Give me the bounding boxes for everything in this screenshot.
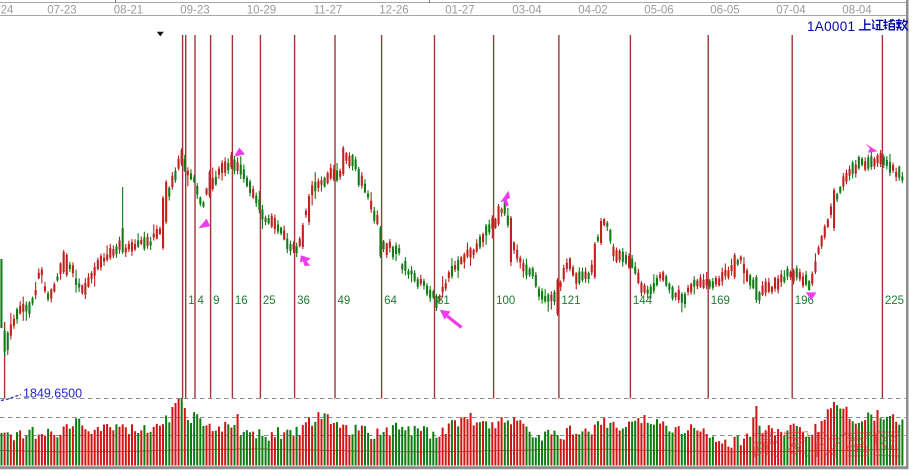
svg-text:11-27: 11-27 [314,5,343,17]
svg-text:144: 144 [633,295,653,307]
svg-text:49: 49 [338,295,351,307]
svg-text:16: 16 [235,295,248,307]
svg-text:1: 1 [188,295,194,307]
svg-text:12-26: 12-26 [379,5,408,17]
svg-text:25: 25 [263,295,276,307]
svg-text:1849.6500: 1849.6500 [23,387,82,401]
svg-text:01-27: 01-27 [445,5,474,17]
svg-text:10-29: 10-29 [247,5,276,17]
svg-text:1A0001: 1A0001 [807,19,855,34]
svg-text:04-02: 04-02 [578,5,607,17]
svg-text:03-04: 03-04 [512,5,542,17]
svg-text:81: 81 [437,295,450,307]
svg-text:196: 196 [795,295,814,307]
svg-text:121: 121 [561,295,580,307]
svg-text:07-04: 07-04 [776,5,806,17]
svg-text:08-21: 08-21 [114,5,143,17]
svg-text:24: 24 [1,5,14,17]
svg-text:9: 9 [213,295,219,307]
svg-text:64: 64 [384,295,397,307]
svg-text:100: 100 [496,295,515,307]
svg-text:08-04: 08-04 [842,5,872,17]
svg-text:4: 4 [198,295,205,307]
svg-text:06-05: 06-05 [710,5,739,17]
svg-text:05-06: 05-06 [644,5,673,17]
svg-text:225: 225 [885,295,904,307]
svg-text:36: 36 [297,295,310,307]
svg-text:169: 169 [711,295,730,307]
svg-text:09-23: 09-23 [180,5,209,17]
svg-text:07-23: 07-23 [47,5,76,17]
